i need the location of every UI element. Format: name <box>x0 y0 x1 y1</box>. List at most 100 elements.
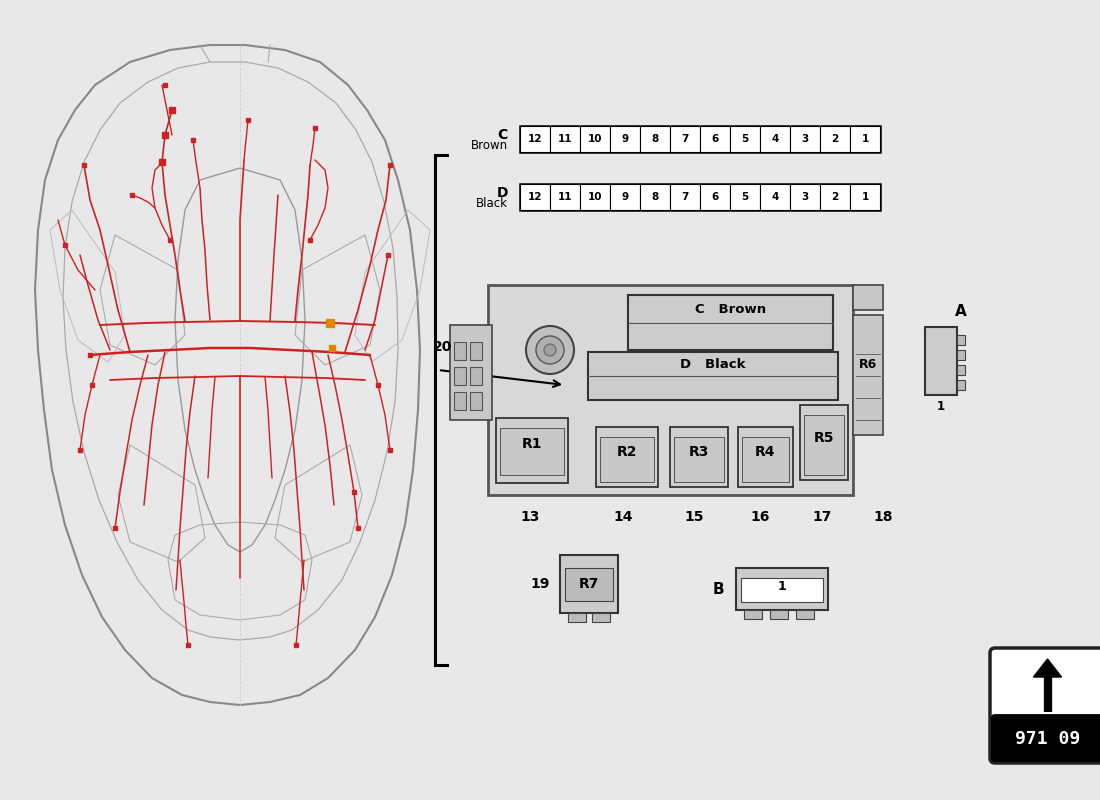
Bar <box>800 405 848 480</box>
Bar <box>520 184 880 210</box>
Text: R7: R7 <box>579 577 600 591</box>
Text: 18: 18 <box>873 510 893 524</box>
Bar <box>790 184 820 210</box>
Bar <box>520 184 550 210</box>
Text: 2: 2 <box>832 134 838 144</box>
Bar <box>700 126 730 152</box>
Text: 2: 2 <box>832 192 838 202</box>
Bar <box>674 437 724 482</box>
Text: R3: R3 <box>689 445 710 459</box>
Polygon shape <box>1034 659 1062 677</box>
Bar <box>790 126 820 152</box>
Bar <box>670 126 700 152</box>
Bar <box>957 350 965 360</box>
Bar <box>550 184 580 210</box>
Bar <box>670 184 700 210</box>
Text: 11: 11 <box>558 134 572 144</box>
Bar <box>741 578 823 602</box>
Bar <box>496 418 568 483</box>
Bar <box>470 342 482 360</box>
Text: 8: 8 <box>651 192 659 202</box>
Circle shape <box>544 344 556 356</box>
Text: 13: 13 <box>520 510 540 524</box>
Text: C   Brown: C Brown <box>695 303 766 316</box>
Text: D   Black: D Black <box>680 358 746 371</box>
Bar <box>730 184 760 210</box>
Bar <box>588 352 838 400</box>
Bar <box>520 126 550 152</box>
Bar <box>470 392 482 410</box>
Text: 1: 1 <box>861 192 869 202</box>
Bar <box>640 126 670 152</box>
Text: C: C <box>497 128 508 142</box>
Bar <box>925 327 957 395</box>
Text: 6: 6 <box>712 134 718 144</box>
Bar <box>852 285 883 310</box>
Text: 7: 7 <box>681 192 689 202</box>
Bar <box>600 437 654 482</box>
Bar <box>957 335 965 345</box>
Bar <box>957 380 965 390</box>
Circle shape <box>536 336 564 364</box>
Text: 1: 1 <box>861 134 869 144</box>
Bar <box>628 295 833 350</box>
Bar <box>770 610 788 619</box>
Bar <box>520 126 880 152</box>
Text: 12: 12 <box>528 134 542 144</box>
Text: 8: 8 <box>651 134 659 144</box>
Bar <box>488 285 852 495</box>
Text: 1: 1 <box>778 579 786 593</box>
Bar <box>670 427 728 487</box>
Text: 5: 5 <box>741 192 749 202</box>
Text: 14: 14 <box>614 510 632 524</box>
Text: 3: 3 <box>802 134 808 144</box>
Text: A: A <box>955 305 967 319</box>
Bar <box>730 126 760 152</box>
Text: 1: 1 <box>937 401 945 414</box>
Text: 5: 5 <box>741 134 749 144</box>
Bar <box>796 610 814 619</box>
Text: Brown: Brown <box>471 139 508 152</box>
Bar <box>454 392 466 410</box>
Bar <box>996 715 1100 758</box>
Bar <box>610 184 640 210</box>
Text: 4: 4 <box>771 134 779 144</box>
Text: 9: 9 <box>621 192 628 202</box>
Bar <box>850 184 880 210</box>
Text: 16: 16 <box>750 510 770 524</box>
Text: 971 09: 971 09 <box>1015 730 1080 748</box>
Text: R1: R1 <box>521 438 542 451</box>
Bar <box>568 613 586 622</box>
Bar <box>454 367 466 385</box>
Bar <box>850 126 880 152</box>
Bar <box>580 184 611 210</box>
Text: 17: 17 <box>812 510 832 524</box>
Text: 10: 10 <box>587 192 603 202</box>
Text: 4: 4 <box>771 192 779 202</box>
Text: R4: R4 <box>756 445 775 459</box>
Bar <box>736 568 828 610</box>
Text: 6: 6 <box>712 192 718 202</box>
Bar <box>820 184 850 210</box>
Bar <box>454 342 466 360</box>
Text: 7: 7 <box>681 134 689 144</box>
Bar <box>550 126 580 152</box>
Text: 3: 3 <box>802 192 808 202</box>
Bar <box>744 610 762 619</box>
Bar <box>804 415 844 475</box>
Bar <box>580 126 611 152</box>
Bar <box>760 126 790 152</box>
Text: R2: R2 <box>617 445 637 459</box>
Text: 19: 19 <box>530 577 550 591</box>
Text: R6: R6 <box>859 358 877 371</box>
Text: 10: 10 <box>587 134 603 144</box>
Text: 12: 12 <box>528 192 542 202</box>
Bar <box>957 365 965 375</box>
Text: D: D <box>496 186 508 200</box>
Bar <box>820 126 850 152</box>
Text: B: B <box>712 582 724 597</box>
Text: 20: 20 <box>433 340 453 354</box>
Text: 15: 15 <box>684 510 704 524</box>
Bar <box>700 184 730 210</box>
Bar <box>742 437 789 482</box>
